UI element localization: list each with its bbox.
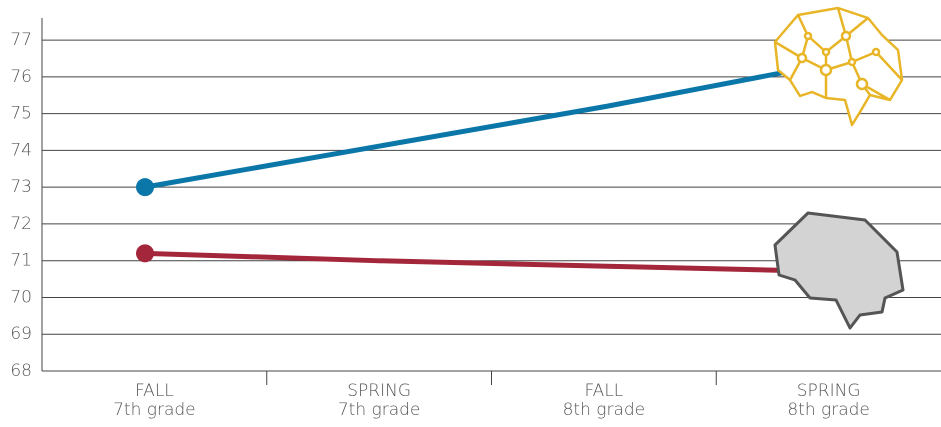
x-tick-label-line: SPRING [797,381,861,401]
y-tick-label: 77 [10,30,32,50]
x-tick-label-line: 8th grade [563,400,646,420]
rock-icon [775,213,903,328]
x-tick-label-line: 7th grade [338,400,421,420]
series-line [145,253,838,271]
y-tick-label: 71 [10,251,32,271]
y-tick-label: 74 [10,140,32,160]
y-tick-label: 68 [10,361,32,381]
brain-icon [775,8,902,125]
x-tick-label-line: 8th grade [787,400,870,420]
y-tick-label: 75 [10,104,32,124]
x-tick-label-line: FALL [584,381,623,401]
start-dot [136,244,154,262]
x-tick-label-line: SPRING [347,381,411,401]
x-tick-label-line: FALL [135,381,174,401]
series-line [145,62,838,187]
chart: 68697071727374757677FALL7th gradeSPRING7… [0,0,941,427]
y-tick-label: 73 [10,177,32,197]
page: {"chart_data": {"type": "line", "categor… [0,0,941,427]
x-tick-label-line: 7th grade [113,400,196,420]
y-tick-label: 69 [10,324,32,344]
start-dot [136,178,154,196]
y-tick-label: 72 [10,214,32,234]
y-tick-label: 70 [10,287,32,307]
y-tick-label: 76 [10,67,32,87]
